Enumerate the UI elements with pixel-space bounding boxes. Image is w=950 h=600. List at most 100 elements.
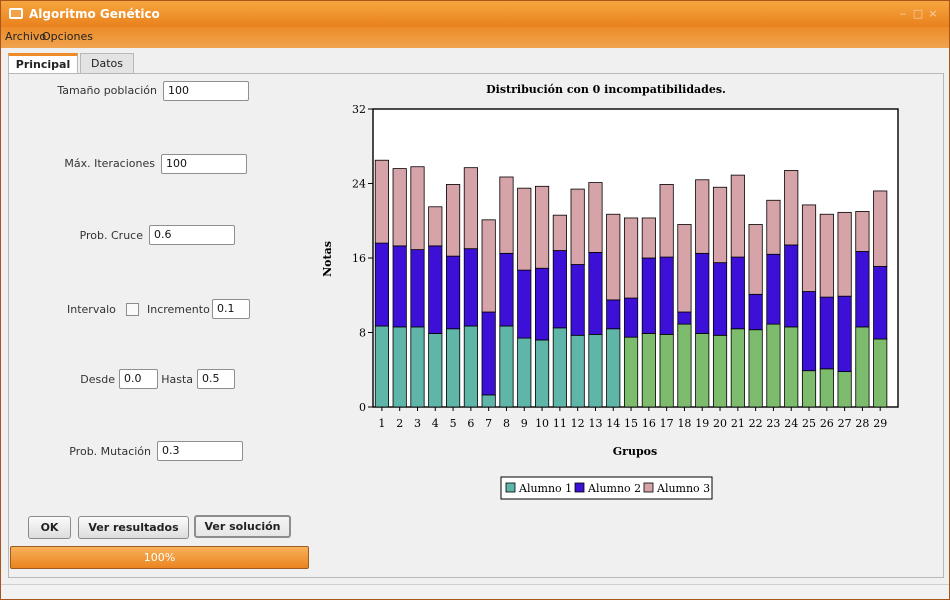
bar-segment	[641, 333, 656, 408]
bar-segment	[481, 219, 496, 313]
legend-item: Alumno 1	[518, 482, 572, 495]
bar-segment	[428, 245, 443, 334]
view-solution-button[interactable]: Ver solución	[194, 515, 291, 538]
bar-segment	[392, 168, 407, 247]
bar-segment	[392, 245, 407, 328]
tab-principal[interactable]: Principal	[8, 53, 78, 74]
bar-segment	[428, 206, 443, 247]
bar-segment	[766, 253, 781, 325]
maximize-button[interactable]: □	[912, 7, 924, 20]
bar-segment	[695, 179, 710, 254]
x-tick-label: 25	[802, 417, 816, 430]
mutation-input[interactable]: 0.3	[157, 441, 243, 461]
interval-checkbox[interactable]	[126, 303, 139, 316]
x-tick-label: 7	[485, 417, 492, 430]
chart-svg: Distribución con 0 incompatibilidades. 0 8…	[321, 83, 899, 500]
x-tick-label: 18	[677, 417, 691, 430]
bar-segment	[659, 184, 674, 258]
bar-segment	[748, 329, 763, 408]
bar-segment	[588, 182, 603, 253]
menu-opciones[interactable]: Opciones	[42, 30, 93, 43]
bar-segment	[855, 211, 870, 252]
bar-segment	[677, 224, 692, 313]
bar-segment	[837, 211, 852, 297]
bar-segment	[712, 186, 728, 264]
tab-datos[interactable]: Datos	[80, 53, 134, 74]
bar-segment	[446, 184, 461, 257]
population-input[interactable]: 100	[163, 81, 249, 101]
bar-segment	[855, 326, 870, 408]
interval-label: Intervalo	[67, 303, 116, 316]
x-tick-label: 9	[521, 417, 528, 430]
chart-legend	[500, 476, 713, 500]
x-tick-label: 26	[820, 417, 834, 430]
bar-segment	[410, 249, 425, 328]
bar-segment	[534, 339, 550, 408]
title-bar[interactable]: Algoritmo Genético ‒ □ ×	[1, 1, 949, 27]
ok-button[interactable]: OK	[28, 516, 71, 539]
mutation-label: Prob. Mutación	[69, 445, 151, 458]
to-input[interactable]: 0.5	[197, 369, 235, 389]
x-tick-label: 8	[503, 417, 510, 430]
bar-segment	[712, 334, 728, 408]
bar-segment	[428, 333, 443, 408]
bar-segment	[463, 325, 478, 408]
bar-segment	[552, 214, 567, 251]
bar-segment	[730, 174, 745, 258]
increment-label: Incremento	[147, 303, 210, 316]
bar-segment	[499, 325, 514, 408]
bar-segment	[623, 336, 639, 408]
x-tick-label: 11	[553, 417, 567, 430]
bar-segment	[873, 338, 888, 408]
bar-segment	[784, 326, 799, 408]
iterations-input[interactable]: 100	[161, 154, 247, 174]
legend-swatch	[574, 482, 585, 493]
bar-segment	[517, 187, 532, 271]
x-tick-label: 21	[731, 417, 745, 430]
bar-segment	[748, 224, 763, 295]
bar-segment	[570, 264, 585, 336]
from-label: Desde	[80, 373, 115, 386]
x-tick-label: 28	[855, 417, 869, 430]
bar-segment	[517, 269, 532, 339]
x-tick-label: 15	[624, 417, 638, 430]
bar-segment	[784, 244, 799, 328]
x-tick-label: 17	[660, 417, 674, 430]
bar-segment	[766, 199, 781, 255]
x-axis-label: Grupos	[613, 445, 657, 458]
menu-archivo[interactable]: Archivo	[5, 30, 47, 43]
bar-segment	[517, 337, 532, 408]
bar-segment	[695, 333, 710, 408]
view-results-button[interactable]: Ver resultados	[78, 516, 189, 539]
bar-segment	[588, 252, 603, 335]
increment-input[interactable]: 0.1	[212, 299, 250, 319]
bar-segment	[410, 326, 425, 408]
bar-segment	[641, 217, 656, 259]
bar-segment	[873, 265, 888, 340]
crossover-label: Prob. Cruce	[79, 229, 143, 242]
x-tick-label: 1	[378, 417, 385, 430]
bar-segment	[677, 311, 692, 325]
minimize-button[interactable]: ‒	[899, 7, 907, 20]
bar-segment	[374, 242, 389, 327]
x-tick-label: 29	[873, 417, 887, 430]
distribution-chart: Distribución con 0 incompatibilidades. 0 8…	[321, 79, 921, 509]
legend-swatch	[643, 482, 654, 493]
bar-segment	[837, 371, 852, 408]
bar-segment	[766, 323, 781, 408]
x-tick-label: 10	[535, 417, 549, 430]
bar-segment	[730, 328, 745, 408]
bar-segment	[801, 291, 817, 372]
bar-segment	[481, 311, 496, 396]
y-tick-label: 8	[359, 327, 366, 340]
progress-label: 100%	[143, 551, 176, 564]
x-tick-label: 14	[606, 417, 620, 430]
x-tick-label: 13	[588, 417, 602, 430]
legend-swatch	[505, 482, 516, 493]
bar-segment	[463, 167, 478, 250]
bar-segment	[623, 297, 639, 338]
from-input[interactable]: 0.0	[119, 369, 158, 389]
close-button[interactable]: ×	[928, 7, 938, 20]
crossover-input[interactable]: 0.6	[149, 225, 235, 245]
bar-segment	[873, 190, 888, 267]
